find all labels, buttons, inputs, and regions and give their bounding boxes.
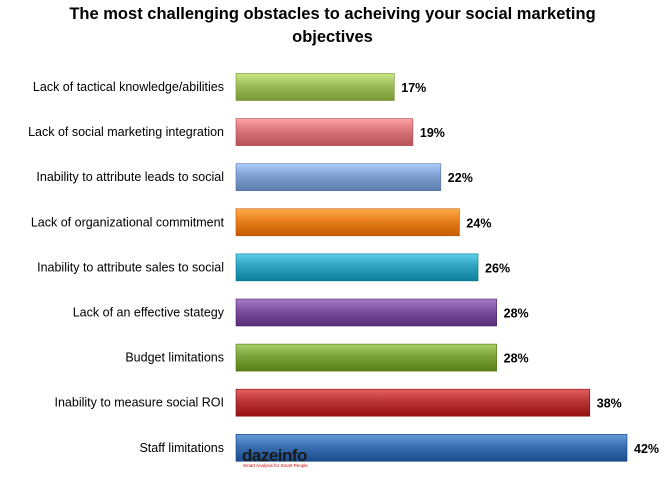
category-label: Budget limitations (125, 351, 224, 365)
bar (235, 163, 442, 191)
data-label: 22% (448, 171, 473, 185)
data-label: 26% (485, 261, 510, 275)
data-label: 42% (634, 442, 659, 456)
data-label: 17% (401, 81, 426, 95)
data-label: 38% (597, 397, 622, 411)
chart-title-line-1: The most challenging obstacles to acheiv… (69, 5, 596, 23)
category-label: Inability to attribute sales to social (37, 260, 224, 274)
bar (235, 433, 628, 462)
bar (235, 388, 591, 417)
category-label: Inability to attribute leads to social (36, 170, 224, 184)
data-label: 28% (504, 307, 529, 321)
category-label: Lack of social marketing integration (28, 125, 224, 139)
data-label: 19% (420, 126, 445, 140)
logo-tagline: Smart Analysis for Smart People (243, 463, 308, 468)
category-label: Lack of an effective stategy (73, 306, 225, 320)
data-label: 24% (466, 216, 491, 230)
bar (235, 298, 497, 327)
dazeinfo-logo: dazeinfo Smart Analysis for Smart People (242, 446, 328, 470)
chart-title-line-2: objectives (292, 28, 373, 46)
bar (235, 343, 497, 372)
category-label: Inability to measure social ROI (54, 396, 224, 410)
category-label: Lack of organizational commitment (31, 215, 225, 229)
bar (235, 73, 395, 101)
bar (235, 118, 414, 146)
chart-title: The most challenging obstacles to acheiv… (0, 3, 665, 49)
category-label: Staff limitations (139, 441, 224, 455)
data-label: 28% (504, 352, 529, 366)
logo-text: dazeinfo (242, 446, 307, 465)
bar (235, 208, 460, 237)
category-label: Lack of tactical knowledge/abilities (33, 80, 224, 94)
bar (235, 253, 479, 282)
